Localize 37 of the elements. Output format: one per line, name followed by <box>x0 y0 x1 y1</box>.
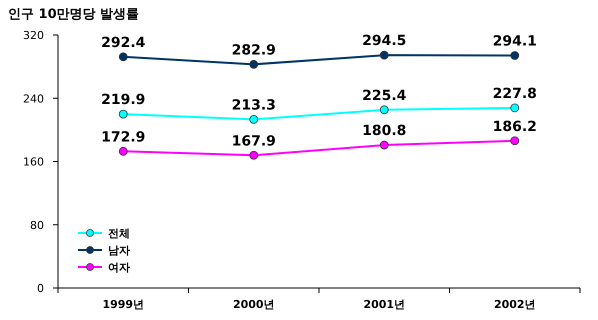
data-label: 294.5 <box>362 33 406 50</box>
x-tick-label: 2001년 <box>363 298 406 311</box>
point <box>380 105 389 114</box>
point <box>249 150 258 160</box>
data-label: 292.4 <box>101 34 146 51</box>
data-label: 294.1 <box>492 33 537 50</box>
data-label: 225.4 <box>362 88 407 104</box>
x-tick-label: 2000년 <box>232 298 275 311</box>
point <box>510 136 520 146</box>
data-label: 186.2 <box>492 118 537 135</box>
point <box>510 103 520 112</box>
legend-label: 여자 <box>108 261 130 274</box>
data-label: 282.9 <box>232 42 276 58</box>
point <box>380 50 389 60</box>
point <box>249 114 258 124</box>
data-label: 227.8 <box>492 86 537 102</box>
y-tick-label: 160 <box>23 156 44 168</box>
legend-label: 남자 <box>108 244 130 257</box>
data-label: 172.9 <box>101 129 146 146</box>
point <box>118 110 128 119</box>
legend-label: 전체 <box>108 227 130 240</box>
point <box>380 140 389 150</box>
y-tick-label: 0 <box>37 282 44 295</box>
data-label: 213.3 <box>232 97 276 114</box>
point <box>118 52 128 62</box>
chart-title: 인구 10만명당 발생률 <box>8 7 140 22</box>
x-tick-label: 1999년 <box>102 298 144 311</box>
point <box>510 51 520 60</box>
data-label: 180.8 <box>362 123 406 140</box>
data-label: 167.9 <box>232 133 276 150</box>
point <box>118 146 128 156</box>
x-tick-label: 2002년 <box>494 298 536 311</box>
y-tick-label: 80 <box>30 218 44 232</box>
y-tick-label: 320 <box>23 29 44 42</box>
data-label: 219.9 <box>101 92 146 108</box>
y-tick-label: 240 <box>23 92 44 106</box>
point <box>249 60 258 69</box>
